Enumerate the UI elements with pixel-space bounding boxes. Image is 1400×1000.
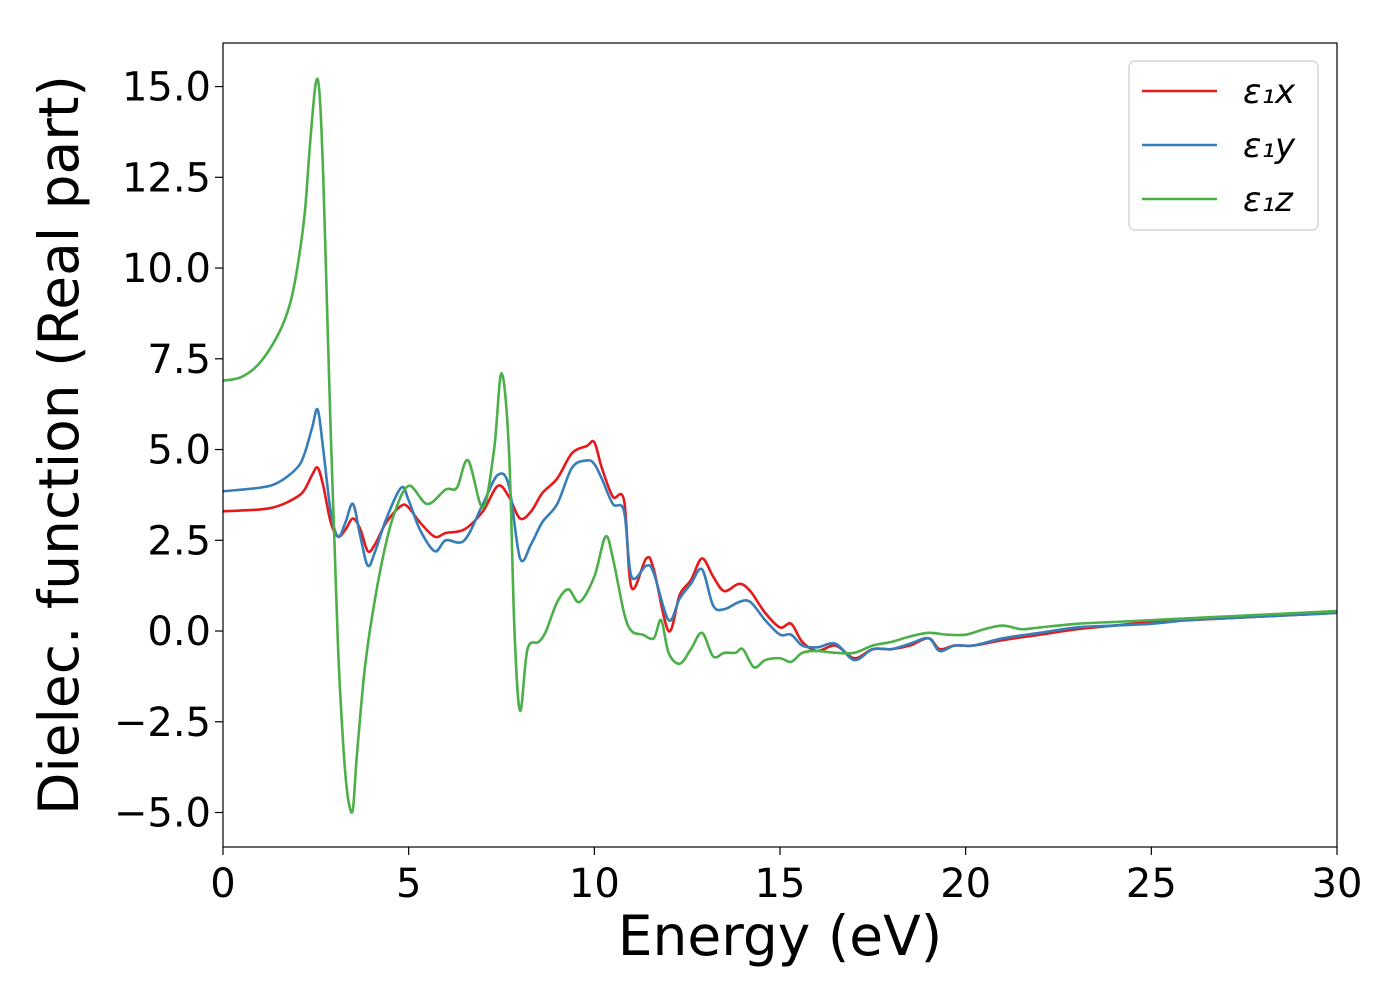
y-axis-ticks: −5.0 −2.5 0.0 2.5 5.0 7.5 10.0 12.5 15.0 (114, 65, 223, 837)
series-line-1 (223, 439, 1337, 660)
y-tick-label: 5.0 (147, 428, 211, 474)
legend-box (1128, 60, 1319, 231)
x-tick-label: 20 (940, 861, 991, 907)
series-line-2 (223, 407, 1337, 662)
y-tick-label: 15.0 (122, 65, 211, 111)
x-tick-label: 5 (396, 861, 421, 907)
x-tick-label: 0 (210, 861, 235, 907)
x-tick-label: 10 (569, 861, 620, 907)
x-tick-label: 25 (1126, 861, 1177, 907)
legend-label: ε₁z (1243, 180, 1294, 220)
legend: ε₁x ε₁y ε₁z (1128, 60, 1319, 231)
x-axis-ticks: 0 5 10 15 20 25 30 (210, 847, 1362, 907)
y-axis-label: Dielec. function (Real part) (27, 75, 91, 815)
x-tick-label: 30 (1312, 861, 1363, 907)
y-tick-label: 2.5 (147, 518, 211, 564)
y-tick-label: 10.0 (122, 246, 211, 292)
series-line-3 (223, 77, 1337, 814)
legend-label: ε₁x (1243, 72, 1296, 112)
legend-label: ε₁y (1243, 126, 1296, 166)
x-axis-label: Energy (eV) (618, 904, 942, 968)
x-tick-label: 15 (755, 861, 806, 907)
y-tick-label: −5.0 (114, 791, 211, 837)
y-tick-label: 7.5 (147, 337, 211, 383)
y-tick-label: −2.5 (114, 700, 211, 746)
series-layer (223, 77, 1337, 814)
y-tick-label: 0.0 (147, 609, 211, 655)
y-tick-label: 12.5 (122, 155, 211, 201)
